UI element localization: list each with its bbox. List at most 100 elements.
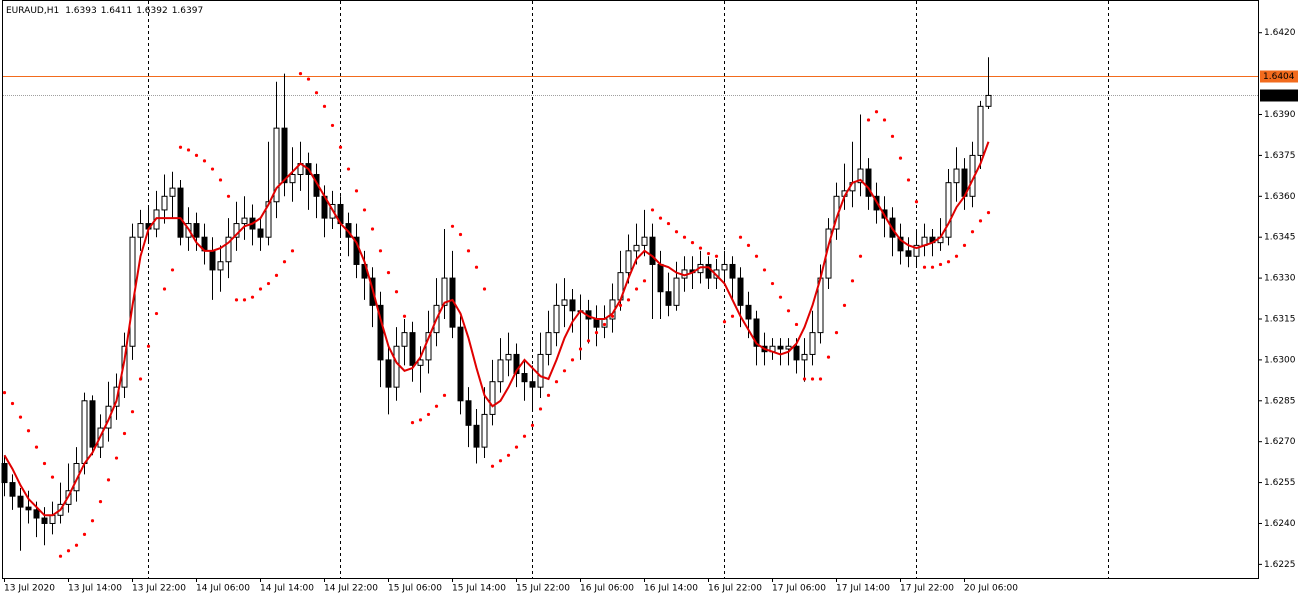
psar-dot bbox=[938, 262, 943, 267]
y-tick-label: 1.6345 bbox=[1264, 233, 1296, 243]
y-tick-label: 1.6240 bbox=[1264, 519, 1296, 529]
psar-dot bbox=[138, 377, 143, 381]
psar-dot bbox=[802, 377, 807, 381]
psar-dot bbox=[314, 91, 319, 95]
plot-frame bbox=[2, 0, 1259, 579]
candle-body bbox=[521, 373, 528, 383]
psar-dot bbox=[610, 314, 615, 318]
psar-dot bbox=[954, 254, 959, 258]
candle-body bbox=[753, 318, 760, 347]
candle-body bbox=[865, 168, 872, 197]
psar-dot bbox=[842, 303, 847, 307]
psar-dot bbox=[58, 554, 63, 558]
candle-body bbox=[289, 173, 296, 184]
psar-dot bbox=[514, 445, 519, 449]
price-label: 1.6404 bbox=[1263, 72, 1295, 82]
psar-dot bbox=[530, 423, 535, 427]
candle-body bbox=[809, 332, 816, 355]
psar-dot bbox=[602, 322, 607, 327]
x-tick-label: 20 Jul 06:00 bbox=[964, 584, 1018, 594]
candle-body bbox=[505, 353, 512, 361]
candle-body bbox=[657, 263, 664, 293]
psar-dot bbox=[434, 404, 439, 408]
psar-dot bbox=[266, 281, 271, 286]
candle-body bbox=[801, 353, 808, 361]
y-tick-label: 1.6330 bbox=[1264, 274, 1296, 284]
candle-body bbox=[785, 345, 792, 350]
candle-body bbox=[553, 304, 560, 334]
price-label: 1.6397 bbox=[1263, 91, 1295, 101]
candle-body bbox=[217, 261, 224, 271]
y-tick-label: 1.6300 bbox=[1264, 355, 1296, 365]
candle-body bbox=[905, 250, 912, 257]
x-tick-label: 14 Jul 22:00 bbox=[324, 584, 378, 594]
candle-body bbox=[561, 299, 568, 306]
psar-dot bbox=[258, 287, 263, 291]
psar-dot bbox=[178, 145, 183, 149]
candle-body bbox=[161, 195, 168, 211]
header-high: 1.6411 bbox=[101, 6, 133, 16]
psar-dot bbox=[74, 543, 79, 547]
psar-dot bbox=[498, 459, 503, 463]
candle-body bbox=[529, 381, 536, 388]
psar-dot bbox=[786, 309, 791, 313]
psar-dot bbox=[442, 393, 447, 397]
x-tick-label: 17 Jul 06:00 bbox=[772, 584, 826, 594]
psar-dot bbox=[858, 254, 863, 258]
candle-body bbox=[17, 495, 24, 508]
candle-body bbox=[137, 223, 144, 238]
psar-dot bbox=[146, 344, 151, 348]
psar-dot bbox=[546, 393, 551, 397]
candle-body bbox=[497, 359, 504, 383]
psar-dot bbox=[242, 298, 247, 302]
psar-dot bbox=[474, 265, 479, 269]
header-low: 1.6392 bbox=[136, 6, 168, 16]
candle-body bbox=[49, 514, 56, 524]
psar-dot bbox=[962, 243, 967, 247]
psar-dot bbox=[874, 110, 879, 114]
psar-dot bbox=[346, 167, 351, 171]
psar-dot bbox=[930, 265, 935, 269]
psar-dot bbox=[650, 208, 655, 212]
psar-dot bbox=[882, 118, 887, 122]
psar-dot bbox=[482, 287, 487, 291]
psar-dot bbox=[690, 241, 695, 245]
psar-dot bbox=[458, 232, 463, 237]
candle-body bbox=[441, 277, 448, 306]
psar-dot bbox=[770, 281, 775, 286]
y-tick-label: 1.6360 bbox=[1264, 192, 1296, 202]
candle-body bbox=[473, 424, 480, 448]
x-tick-label: 15 Jul 06:00 bbox=[388, 584, 442, 594]
candle-body bbox=[729, 263, 736, 279]
candle-body bbox=[385, 359, 392, 388]
candle-body bbox=[945, 182, 952, 238]
psar-dot bbox=[250, 295, 255, 299]
psar-dot bbox=[626, 298, 631, 302]
y-tick-label: 1.6375 bbox=[1264, 151, 1296, 161]
candle-body bbox=[393, 345, 400, 388]
psar-dot bbox=[370, 227, 375, 231]
psar-dot bbox=[306, 77, 311, 81]
psar-dot bbox=[522, 434, 527, 438]
candle-body bbox=[9, 482, 16, 497]
candle-body bbox=[777, 345, 784, 350]
psar-dot bbox=[834, 331, 839, 335]
candle-body bbox=[481, 413, 488, 448]
psar-dot bbox=[122, 431, 127, 436]
candle-body bbox=[737, 277, 744, 306]
psar-dot bbox=[986, 211, 991, 215]
candle-body bbox=[673, 277, 680, 306]
psar-dot bbox=[890, 134, 895, 138]
psar-dot bbox=[418, 418, 423, 422]
header-close: 1.6397 bbox=[172, 6, 204, 16]
psar-dot bbox=[330, 123, 335, 128]
price-label-box bbox=[1260, 70, 1298, 83]
psar-dot bbox=[154, 311, 159, 316]
x-tick-label: 16 Jul 14:00 bbox=[644, 584, 698, 594]
psar-dot bbox=[394, 290, 399, 294]
psar-dot bbox=[970, 230, 975, 234]
candle-body bbox=[489, 381, 496, 415]
psar-dot bbox=[322, 104, 327, 108]
psar-dot bbox=[490, 464, 495, 468]
candle-body bbox=[545, 332, 552, 355]
